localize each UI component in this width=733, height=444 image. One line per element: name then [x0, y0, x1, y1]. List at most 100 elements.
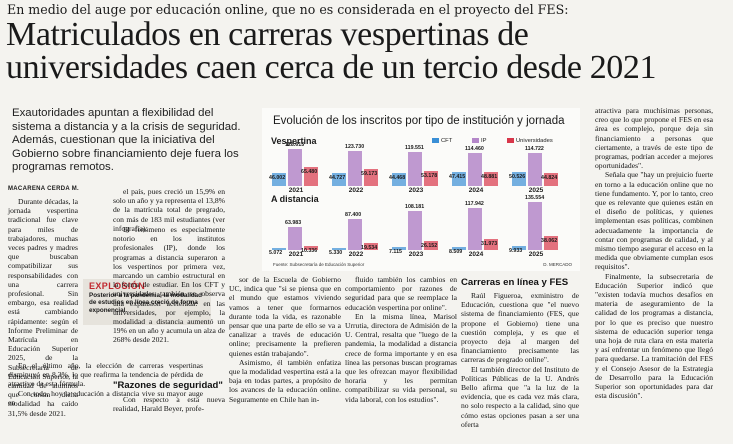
bar-label-vespertina-ip-2022: 123.730 [345, 143, 365, 150]
legend-label-universidades: Universidades [516, 138, 553, 145]
bar-label-distancia-universidades-2024: 31.973 [481, 240, 498, 247]
year-label-distancia-2021: 2021 [288, 251, 304, 258]
year-label-vespertina-2022: 2022 [348, 187, 364, 194]
article-byline: MACARENA CERDA M. [8, 186, 79, 192]
legend-ip: IP [472, 138, 486, 144]
chart-source: Fuente: Subsecretaría de Educación Super… [273, 262, 365, 267]
legend-cft: CFT [432, 138, 452, 144]
bar-label-vespertina-ip-2025: 114.722 [525, 146, 544, 153]
bar-distancia-ip-2025 [528, 201, 542, 250]
bar-label-vespertina-universidades-2022: 59.173 [361, 171, 378, 178]
year-label-vespertina-2021: 2021 [288, 187, 304, 194]
panel-label-distancia: A distancia [271, 194, 319, 204]
column-5-paragraph-2: El también director del Instituto de Pol… [461, 364, 579, 429]
bar-label-vespertina-ip-2024: 114.460 [465, 146, 484, 153]
bar-label-vespertina-universidades-2023: 53.178 [421, 172, 438, 179]
bar-vespertina-cft-2024 [452, 172, 466, 186]
article-kicker: En medio del auge por educación online, … [7, 2, 569, 17]
bar-label-distancia-cft-2023: 7.115 [389, 249, 402, 256]
bar-distancia-universidades-2023 [424, 240, 438, 250]
column-6-paragraph-2: Señala que "hay un prejuicio fuerte en t… [595, 170, 713, 272]
year-label-distancia-2022: 2022 [348, 251, 364, 258]
column-6-paragraph-3: Finalmente, la subsecretaria de Educació… [595, 271, 713, 401]
bar-distancia-cft-2023 [392, 247, 406, 250]
article-subtitle: Exautoridades apuntan a flexibilidad del… [12, 107, 241, 174]
bar-distancia-ip-2022 [348, 218, 362, 250]
chart-title: Evolución de los inscritos por tipo de i… [273, 115, 565, 127]
column-4-paragraph-2: En la misma línea, Marisol Urrutia, dire… [345, 311, 457, 404]
chart-credit: D. MERCADO [543, 262, 572, 267]
bar-distancia-cft-2025 [512, 246, 526, 250]
bar-vespertina-ip-2025 [528, 153, 542, 186]
section-heading-seguridad: "Razones de seguridad" [113, 380, 223, 391]
legend-label-cft: CFT [441, 138, 453, 145]
bar-label-distancia-ip-2024: 117.942 [465, 200, 484, 207]
bar-distancia-ip-2021 [288, 227, 302, 250]
column-2c: "Razones de seguridad" Con respecto a es… [113, 378, 225, 413]
bar-label-distancia-cft-2021: 5.072 [269, 250, 283, 256]
bar-label-vespertina-cft-2023: 44.468 [389, 175, 406, 182]
article-headline: Matriculados en carreras vespertinas de … [6, 16, 726, 85]
bar-distancia-cft-2021 [272, 248, 286, 250]
column-1-paragraph: Durante décadas, la jornada vespertina t… [8, 197, 78, 418]
column-2-paragraph-2: El fenómeno es especialmente notorio en … [113, 225, 225, 345]
bar-label-distancia-ip-2021: 63.983 [285, 220, 302, 227]
column-3-paragraph-2: Asimismo, él también enfatiza que la mod… [229, 357, 341, 404]
bar-label-vespertina-cft-2025: 50.526 [509, 173, 526, 180]
column-2-paragraph-3: Con respecto a esta nueva realidad, Hara… [113, 394, 225, 413]
column-1-lower: En el último año, la elección de carrera… [8, 361, 203, 407]
legend-swatch-cft [432, 138, 439, 143]
year-label-vespertina-2024: 2024 [468, 187, 484, 194]
year-label-distancia-2025: 2025 [528, 251, 544, 258]
legend-label-ip: IP [481, 138, 487, 145]
bar-label-vespertina-cft-2021: 46.002 [269, 174, 286, 181]
callout-box: EXPLOSIÓN Posterior a la pandemia, la mo… [83, 279, 211, 325]
bar-label-distancia-universidades-2021: 10.336 [301, 248, 318, 255]
bar-label-vespertina-ip-2021: 128.615 [285, 142, 305, 149]
column-1-paragraph-3: Con todo, hoy la educación a distancia v… [8, 388, 203, 407]
enrollment-chart: Evolución de los inscritos por tipo de i… [262, 108, 580, 271]
bar-vespertina-universidades-2021 [304, 167, 318, 186]
section-heading-fes: Carreras en línea y FES [461, 277, 569, 288]
year-label-distancia-2023: 2023 [408, 251, 424, 258]
bar-distancia-universidades-2021 [304, 246, 318, 250]
bar-label-vespertina-universidades-2021: 65.480 [301, 169, 318, 176]
bar-label-vespertina-cft-2022: 44.727 [329, 175, 346, 182]
bar-vespertina-universidades-2022 [364, 169, 378, 186]
bar-distancia-ip-2024 [468, 207, 482, 250]
column-5: Carreras en línea y FES Raúl Figueroa, e… [461, 275, 579, 429]
bar-vespertina-universidades-2023 [424, 170, 438, 186]
callout-title: EXPLOSIÓN [89, 281, 146, 291]
column-1-paragraph-2: En el último año, la elección de carrera… [8, 361, 203, 389]
bar-vespertina-cft-2023 [392, 173, 406, 186]
bar-vespertina-ip-2021 [288, 149, 302, 186]
bar-label-distancia-ip-2023: 108.181 [405, 204, 425, 211]
bar-label-distancia-cft-2024: 8.509 [449, 248, 463, 255]
bar-label-distancia-universidades-2025: 38.062 [541, 238, 558, 245]
bar-distancia-cft-2022 [332, 248, 346, 250]
year-label-distancia-2024: 2024 [468, 251, 484, 258]
bar-label-distancia-universidades-2022: 19.534 [361, 245, 378, 252]
bar-vespertina-cft-2021 [272, 172, 286, 186]
column-4-paragraph: fluido también los cambios en comportami… [345, 275, 457, 312]
callout-body: Posterior a la pandemia, la modalidad de… [89, 292, 203, 314]
bar-vespertina-cft-2025 [512, 171, 526, 186]
bar-vespertina-universidades-2025 [544, 173, 558, 186]
headline-line-1: Matriculados en carreras vespertinas de [6, 16, 529, 53]
bar-distancia-universidades-2025 [544, 236, 558, 250]
column-6: atractiva para muchísimas personas, creo… [595, 106, 713, 401]
column-2-paragraph: el país, pues creció un 15,9% en solo un… [113, 187, 225, 233]
bar-label-distancia-universidades-2023: 26.152 [421, 242, 438, 249]
bar-label-vespertina-universidades-2024: 48.881 [481, 174, 498, 181]
bar-label-vespertina-ip-2023: 119.551 [405, 144, 424, 151]
bar-label-distancia-ip-2022: 87.400 [345, 211, 362, 218]
column-2: el país, pues creció un 15,9% en solo un… [113, 187, 225, 233]
bar-distancia-cft-2024 [452, 246, 466, 250]
bar-distancia-universidades-2022 [364, 243, 378, 250]
bar-vespertina-ip-2024 [468, 153, 482, 186]
column-1: Durante décadas, la jornada vespertina t… [8, 197, 78, 418]
bar-vespertina-cft-2022 [332, 173, 346, 186]
bar-vespertina-universidades-2024 [484, 172, 498, 186]
column-4: fluido también los cambios en comportami… [345, 275, 457, 404]
panel-label-vespertina: Vespertina [271, 136, 317, 146]
